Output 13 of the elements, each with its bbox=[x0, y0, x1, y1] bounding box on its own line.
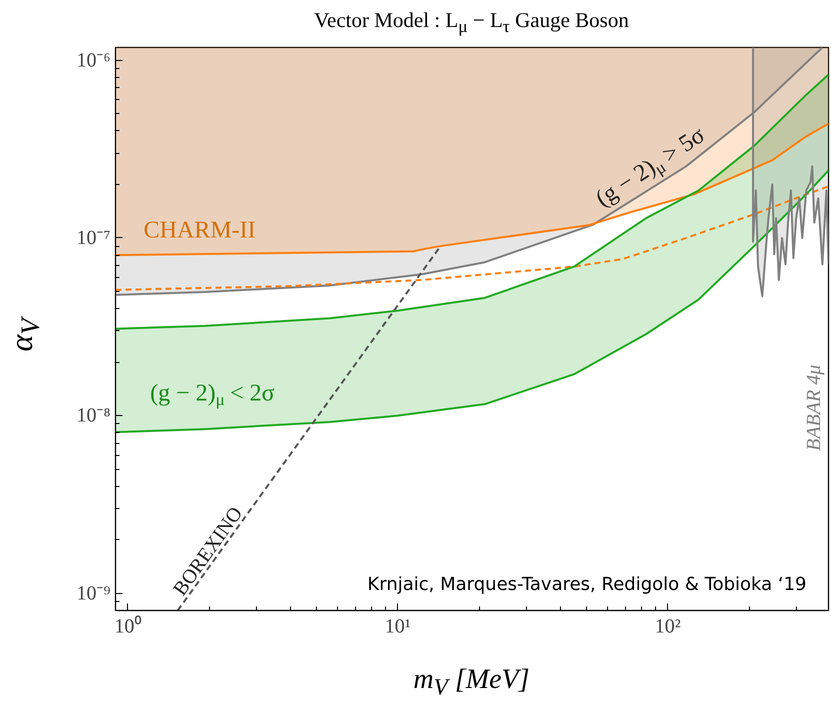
chart-title: Vector Model : L$_{μ}$ − L$_{τ}$ Gauge Boson bbox=[314, 7, 629, 38]
annotation: (g − 2)μ > 5σ bbox=[591, 122, 710, 212]
y-tick-label: 10⁻⁹ bbox=[76, 582, 111, 604]
y-tick-label: 10⁻⁶ bbox=[76, 49, 111, 72]
y-tick-label: 10⁻⁷ bbox=[76, 226, 111, 249]
x-tick-label: 10¹ bbox=[384, 616, 411, 638]
annotation: BABAR 4μ bbox=[803, 364, 826, 451]
x-axis-title: m$_{V}$ [MeV] bbox=[413, 663, 530, 703]
annotation: CHARM-II bbox=[144, 217, 256, 244]
y-tick-label: 10⁻⁸ bbox=[76, 404, 111, 427]
x-tick-label: 10⁰ bbox=[114, 614, 142, 638]
x-tick-label: 10² bbox=[654, 616, 681, 638]
annotation: Krnjaic, Marques-Tavares, Redigolo & Tobioka ‘19 bbox=[367, 574, 807, 595]
